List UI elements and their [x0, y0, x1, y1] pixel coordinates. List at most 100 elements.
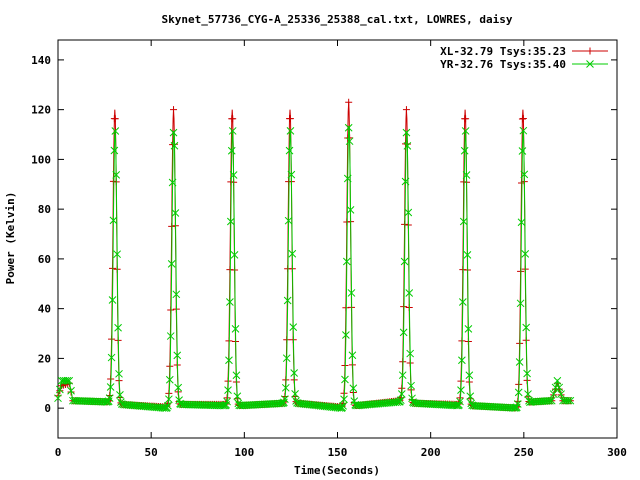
data-point: [401, 177, 410, 186]
legend-label: XL-32.79 Tsys:35.23: [440, 45, 566, 58]
data-point: [114, 323, 122, 332]
data-point: [344, 123, 353, 132]
x-tick-label: 50: [145, 446, 158, 459]
data-point: [456, 397, 464, 406]
data-point: [160, 404, 169, 412]
data-point: [339, 402, 347, 410]
x-tick-label: 0: [55, 446, 62, 459]
data-point: [201, 401, 210, 409]
data-point: [174, 383, 183, 392]
data-point: [345, 98, 353, 106]
data-point: [164, 401, 172, 410]
data-point: [63, 376, 72, 385]
data-point: [288, 249, 297, 258]
data-point: [199, 401, 208, 409]
data-point: [72, 396, 81, 405]
data-point: [190, 400, 198, 409]
data-point: [460, 146, 469, 155]
data-point: [224, 386, 232, 395]
data-point: [586, 47, 594, 55]
data-point: [452, 401, 461, 410]
data-point: [286, 127, 295, 135]
data-point: [546, 396, 554, 405]
data-point: [111, 115, 119, 123]
data-point: [520, 170, 529, 179]
data-point: [67, 386, 75, 395]
data-point: [519, 115, 527, 123]
data-point: [227, 146, 236, 155]
data-point: [80, 397, 88, 405]
data-point: [405, 289, 414, 297]
x-tick-label: 200: [421, 446, 441, 459]
data-point: [231, 325, 240, 333]
data-point: [97, 397, 105, 406]
data-point: [180, 400, 189, 409]
data-point: [393, 398, 401, 406]
data-point: [400, 257, 409, 266]
y-tick-label: 120: [31, 104, 51, 117]
data-point: [524, 390, 532, 398]
data-point: [559, 396, 567, 405]
data-point: [517, 218, 526, 227]
data-point: [95, 397, 103, 406]
data-point: [402, 106, 410, 114]
series-yr: [54, 123, 575, 412]
data-point: [206, 401, 215, 410]
data-point: [69, 396, 77, 405]
data-point: [166, 332, 175, 340]
data-point: [182, 400, 191, 409]
data-point: [230, 251, 239, 259]
data-point: [586, 60, 594, 68]
data-point: [208, 401, 217, 410]
data-point: [171, 209, 180, 217]
data-point: [348, 351, 357, 360]
data-point: [167, 260, 176, 268]
data-point: [111, 127, 120, 135]
data-point: [70, 396, 79, 405]
data-point: [281, 395, 289, 403]
data-point: [522, 323, 531, 332]
data-point: [342, 331, 350, 339]
data-point: [229, 115, 237, 123]
data-point: [403, 141, 412, 150]
data-point: [459, 217, 468, 226]
data-point: [186, 400, 195, 409]
x-tick-label: 300: [607, 446, 627, 459]
data-point: [462, 171, 471, 179]
data-point: [566, 396, 575, 405]
x-tick-label: 250: [514, 446, 534, 459]
data-point: [83, 397, 92, 406]
data-point: [458, 298, 467, 306]
data-point: [555, 383, 564, 392]
data-point: [93, 397, 101, 406]
y-tick-label: 60: [38, 253, 51, 266]
data-point: [287, 170, 296, 179]
data-point: [404, 208, 413, 217]
data-point: [228, 127, 237, 135]
data-point: [406, 349, 415, 358]
data-point: [214, 401, 223, 410]
data-point: [291, 390, 299, 398]
data-point: [347, 289, 356, 297]
data-point: [407, 381, 415, 390]
data-point: [458, 356, 466, 365]
data-point: [284, 216, 293, 225]
data-point: [343, 174, 352, 183]
data-point: [163, 403, 171, 412]
data-point: [560, 396, 569, 405]
data-point: [515, 358, 524, 366]
series-line: [57, 102, 571, 409]
data-point: [76, 397, 85, 405]
data-point: [108, 296, 117, 304]
data-point: [109, 216, 118, 225]
data-point: [282, 354, 291, 363]
data-point: [465, 371, 474, 380]
legend-label: YR-32.76 Tsys:35.40: [440, 58, 566, 71]
data-point: [281, 383, 290, 392]
data-point: [518, 147, 527, 155]
data-point: [219, 401, 228, 410]
data-point: [547, 396, 556, 405]
data-point: [115, 369, 123, 378]
